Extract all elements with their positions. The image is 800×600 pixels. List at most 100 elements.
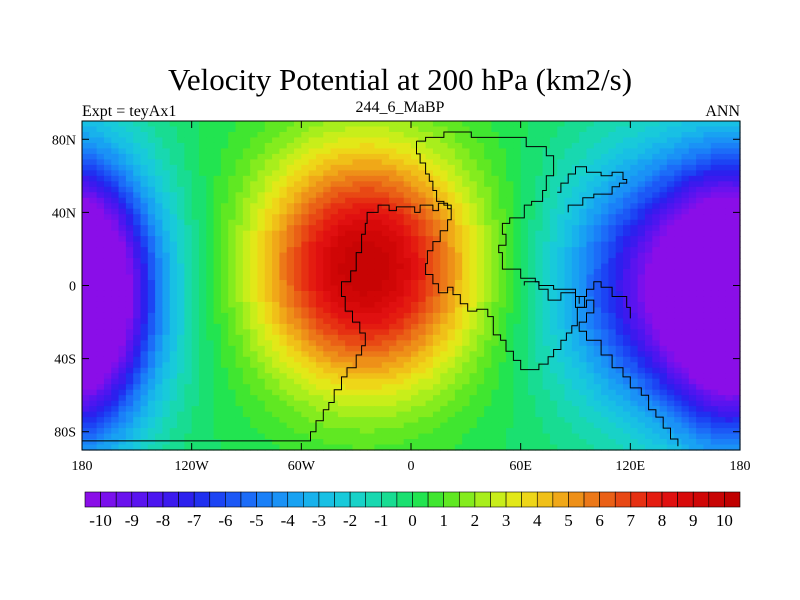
heat-cell bbox=[111, 269, 120, 276]
heat-cell bbox=[418, 411, 427, 418]
heat-cell bbox=[228, 225, 237, 232]
heat-cell bbox=[403, 230, 412, 237]
heat-cell bbox=[169, 280, 178, 287]
heat-cell bbox=[330, 285, 339, 292]
heat-cell bbox=[323, 252, 332, 259]
heat-cell bbox=[250, 269, 259, 276]
heat-cell bbox=[652, 373, 661, 380]
heat-cell bbox=[250, 389, 259, 396]
heat-cell bbox=[564, 384, 573, 391]
heat-cell bbox=[323, 312, 332, 319]
heat-cell bbox=[294, 175, 302, 182]
heat-cell bbox=[96, 208, 105, 215]
heat-cell bbox=[396, 214, 405, 221]
heat-cell bbox=[337, 181, 346, 188]
heat-cell bbox=[147, 269, 156, 276]
heat-cell bbox=[659, 186, 668, 193]
heat-cell bbox=[250, 417, 259, 424]
heat-cell bbox=[330, 269, 339, 276]
heat-cell bbox=[184, 384, 193, 391]
heat-cell bbox=[718, 131, 726, 139]
heat-cell bbox=[162, 373, 171, 380]
heat-cell bbox=[169, 153, 178, 160]
heat-cell bbox=[447, 280, 456, 287]
heat-cell bbox=[564, 186, 573, 193]
heat-cell bbox=[396, 274, 405, 281]
heat-cell bbox=[491, 241, 500, 248]
heat-cell bbox=[257, 417, 266, 424]
heat-cell bbox=[162, 323, 171, 330]
heat-cell bbox=[257, 400, 266, 407]
heat-cell bbox=[330, 225, 339, 232]
heat-cell bbox=[476, 121, 485, 128]
heat-cell bbox=[608, 252, 617, 259]
heat-cell bbox=[198, 225, 207, 232]
heat-cell bbox=[608, 274, 617, 281]
heat-cell bbox=[644, 323, 653, 330]
heat-cell bbox=[696, 175, 705, 182]
heat-cell bbox=[308, 334, 317, 341]
heat-cell bbox=[396, 367, 405, 374]
heat-cell bbox=[213, 263, 222, 270]
heat-cell bbox=[411, 263, 419, 270]
heat-cell bbox=[315, 247, 324, 254]
heat-cell bbox=[228, 214, 237, 221]
heat-cell bbox=[286, 285, 295, 292]
heat-cell bbox=[608, 340, 617, 347]
heat-cell bbox=[140, 280, 149, 287]
heat-cell bbox=[674, 389, 683, 396]
heat-cell bbox=[469, 400, 478, 407]
heat-cell bbox=[169, 395, 178, 402]
heat-cell bbox=[425, 252, 434, 259]
heat-cell bbox=[140, 121, 149, 128]
heat-cell bbox=[447, 285, 456, 292]
heat-cell bbox=[96, 334, 105, 341]
heat-cell bbox=[82, 137, 90, 144]
heat-cell bbox=[220, 307, 229, 314]
heat-cell bbox=[652, 406, 661, 413]
heat-cell bbox=[396, 203, 405, 210]
heat-cell bbox=[257, 126, 266, 133]
heat-cell bbox=[484, 285, 493, 292]
heat-cell bbox=[557, 334, 566, 341]
heat-cell bbox=[177, 137, 185, 144]
heat-cell bbox=[418, 126, 427, 133]
heat-cell bbox=[96, 389, 105, 396]
heat-cell bbox=[308, 142, 317, 150]
heat-cell bbox=[725, 203, 734, 210]
heat-cell bbox=[696, 296, 705, 303]
heat-cell bbox=[301, 164, 310, 171]
heat-cell bbox=[513, 208, 522, 215]
heat-cell bbox=[601, 203, 609, 210]
heat-cell bbox=[264, 378, 273, 385]
heat-cell bbox=[644, 142, 653, 150]
heat-cell bbox=[476, 340, 485, 347]
heat-cell bbox=[623, 340, 631, 347]
heat-cell bbox=[82, 356, 90, 363]
heat-cell bbox=[286, 323, 295, 330]
heat-cell bbox=[169, 422, 178, 429]
heat-cell bbox=[681, 290, 690, 298]
heat-cell bbox=[213, 356, 222, 363]
heat-cell bbox=[703, 252, 712, 259]
heat-cell bbox=[345, 422, 354, 429]
heat-cell bbox=[718, 400, 726, 407]
heat-cell bbox=[608, 225, 617, 232]
heat-cell bbox=[125, 285, 134, 292]
heat-cell bbox=[301, 252, 310, 259]
heat-cell bbox=[403, 247, 412, 254]
heat-cell bbox=[286, 230, 295, 237]
heat-cell bbox=[359, 323, 368, 330]
heat-cell bbox=[250, 367, 259, 374]
heat-cell bbox=[432, 175, 441, 182]
heat-cell bbox=[513, 384, 522, 391]
heat-cell bbox=[330, 400, 339, 407]
heat-cell bbox=[469, 274, 478, 281]
heat-cell bbox=[447, 417, 456, 424]
heat-cell bbox=[462, 230, 471, 237]
heat-cell bbox=[315, 367, 324, 374]
heat-cell bbox=[337, 131, 346, 139]
heat-cell bbox=[659, 159, 668, 166]
heat-cell bbox=[623, 400, 631, 407]
heat-cell bbox=[674, 312, 683, 319]
